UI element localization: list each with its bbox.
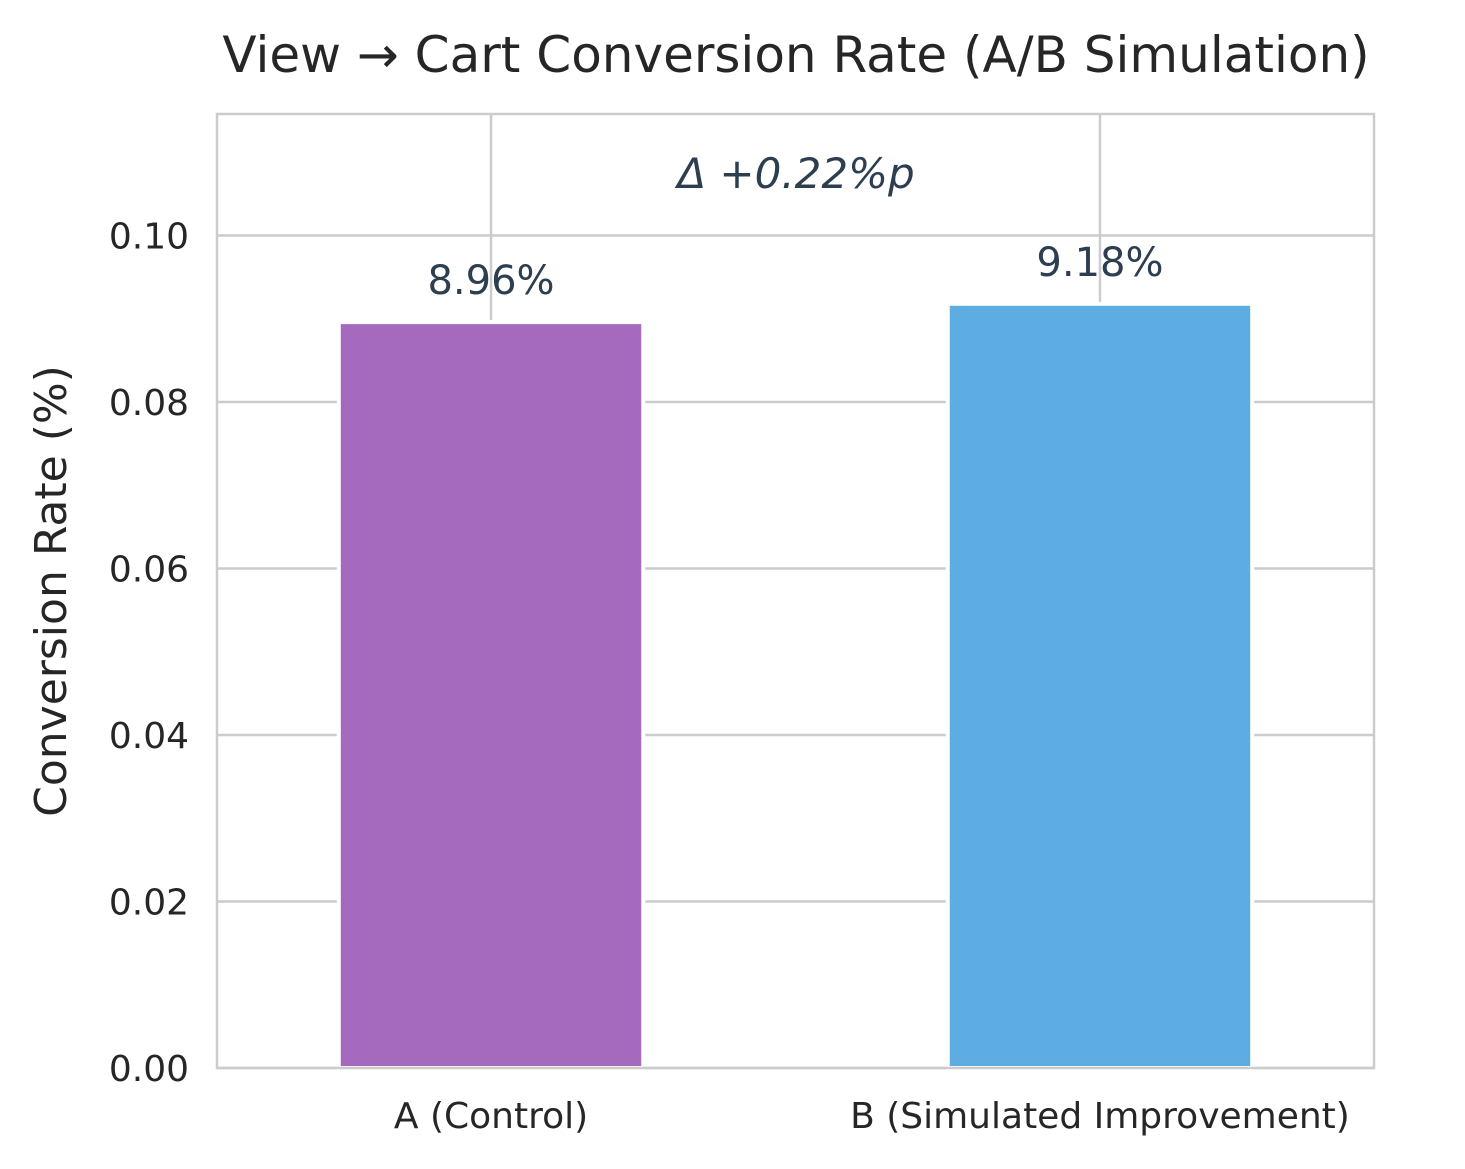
x-tick-label: A (Control) xyxy=(394,1096,588,1137)
y-axis-label: Conversion Rate (%) xyxy=(26,365,77,817)
bar-b xyxy=(945,301,1255,1071)
bar-value-label: 8.96% xyxy=(427,258,554,304)
tick-labels: 0.00 0.02 0.04 0.06 0.08 0.10 A (Control) B (Si… xyxy=(109,217,1350,1137)
y-tick-label: 0.08 xyxy=(109,383,189,424)
bar-a xyxy=(336,320,646,1070)
y-tick-label: 0.06 xyxy=(109,550,189,591)
x-tick-label: B (Simulated Improvement) xyxy=(850,1096,1350,1137)
delta-annotation: Δ +0.22%p xyxy=(674,149,914,198)
bar-value-label: 9.18% xyxy=(1036,240,1163,286)
plot-frame xyxy=(215,112,1376,1070)
y-tick-label: 0.04 xyxy=(109,716,189,757)
y-tick-label: 0.10 xyxy=(109,217,189,258)
bars xyxy=(336,301,1255,1071)
chart-title: View → Cart Conversion Rate (A/B Simulat… xyxy=(222,26,1369,84)
y-tick-label: 0.02 xyxy=(109,883,189,924)
y-tick-label: 0.00 xyxy=(109,1049,189,1090)
bar-value-labels: 8.96% 9.18% xyxy=(427,240,1163,304)
